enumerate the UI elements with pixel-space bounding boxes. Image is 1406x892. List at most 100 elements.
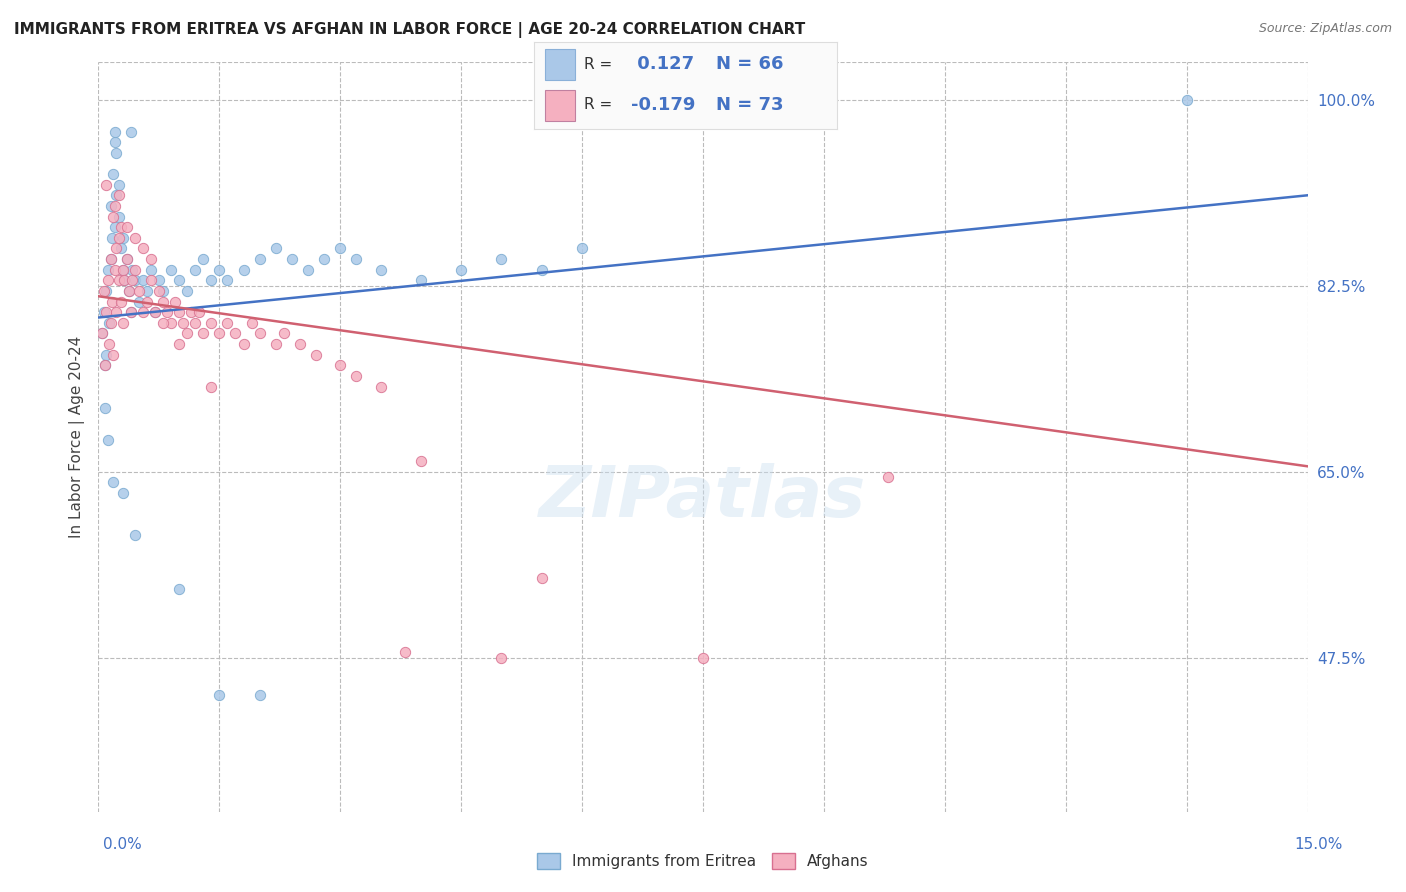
- Bar: [546, 90, 575, 120]
- Point: [118, 284, 141, 298]
- Point: [110, 242, 132, 256]
- Point: [105, 145, 128, 160]
- Point: [167, 582, 190, 596]
- Point: [124, 262, 146, 277]
- Point: [97, 262, 120, 277]
- Point: [152, 284, 174, 298]
- Point: [208, 326, 231, 341]
- Point: [232, 262, 254, 277]
- Point: [143, 305, 166, 319]
- Point: [120, 305, 142, 319]
- Point: [100, 252, 122, 266]
- Legend: Immigrants from Eritrea, Afghans: Immigrants from Eritrea, Afghans: [531, 847, 875, 875]
- Point: [105, 305, 128, 319]
- Point: [93, 305, 115, 319]
- Point: [176, 284, 198, 298]
- Point: [121, 262, 143, 277]
- Point: [96, 348, 118, 362]
- Point: [167, 305, 190, 319]
- Point: [160, 316, 183, 330]
- Point: [143, 305, 166, 319]
- Point: [167, 337, 190, 351]
- Point: [530, 571, 553, 585]
- Point: [91, 326, 114, 341]
- Point: [111, 231, 134, 245]
- Point: [97, 337, 120, 351]
- Point: [103, 262, 125, 277]
- Point: [152, 316, 174, 330]
- Point: [148, 284, 170, 298]
- Point: [100, 316, 122, 330]
- Point: [409, 273, 432, 287]
- Point: [103, 124, 125, 138]
- Point: [329, 359, 352, 373]
- Point: [107, 178, 129, 192]
- Point: [240, 316, 263, 330]
- Point: [120, 305, 142, 319]
- Point: [112, 273, 135, 287]
- Point: [100, 252, 122, 266]
- Point: [264, 337, 287, 351]
- Point: [115, 220, 138, 235]
- Point: [101, 167, 124, 181]
- Point: [110, 294, 132, 309]
- Text: -0.179: -0.179: [631, 95, 696, 114]
- Point: [249, 326, 271, 341]
- Point: [273, 326, 295, 341]
- Point: [94, 359, 117, 373]
- Point: [128, 294, 150, 309]
- Point: [111, 262, 134, 277]
- Point: [111, 262, 134, 277]
- Text: 0.0%: 0.0%: [103, 838, 142, 852]
- Point: [124, 528, 146, 542]
- Y-axis label: In Labor Force | Age 20-24: In Labor Force | Age 20-24: [69, 336, 84, 538]
- Point: [101, 475, 124, 490]
- Point: [184, 262, 207, 277]
- Point: [121, 273, 143, 287]
- Point: [111, 316, 134, 330]
- Point: [167, 273, 190, 287]
- Point: [132, 242, 155, 256]
- Point: [107, 188, 129, 202]
- Point: [124, 273, 146, 287]
- Point: [105, 188, 128, 202]
- Point: [224, 326, 246, 341]
- Point: [111, 486, 134, 500]
- Point: [139, 252, 162, 266]
- Point: [184, 316, 207, 330]
- Point: [110, 220, 132, 235]
- Point: [103, 135, 125, 149]
- Text: R =: R =: [583, 57, 613, 71]
- Point: [96, 178, 118, 192]
- Point: [305, 348, 328, 362]
- Point: [264, 242, 287, 256]
- Point: [100, 199, 122, 213]
- Point: [180, 305, 202, 319]
- Point: [156, 305, 179, 319]
- Point: [139, 262, 162, 277]
- Point: [96, 284, 118, 298]
- Point: [101, 348, 124, 362]
- Point: [120, 124, 142, 138]
- Point: [97, 273, 120, 287]
- Point: [249, 688, 271, 702]
- Text: Source: ZipAtlas.com: Source: ZipAtlas.com: [1258, 22, 1392, 36]
- Text: R =: R =: [583, 97, 613, 112]
- Point: [93, 284, 115, 298]
- Point: [152, 294, 174, 309]
- Point: [91, 326, 114, 341]
- Text: IMMIGRANTS FROM ERITREA VS AFGHAN IN LABOR FORCE | AGE 20-24 CORRELATION CHART: IMMIGRANTS FROM ERITREA VS AFGHAN IN LAB…: [14, 22, 806, 38]
- Point: [107, 231, 129, 245]
- Point: [208, 688, 231, 702]
- Point: [288, 337, 311, 351]
- Point: [200, 273, 222, 287]
- Point: [96, 305, 118, 319]
- Point: [193, 252, 215, 266]
- Point: [107, 273, 129, 287]
- Point: [314, 252, 336, 266]
- Point: [172, 316, 194, 330]
- Point: [571, 242, 593, 256]
- Point: [176, 326, 198, 341]
- Point: [281, 252, 304, 266]
- Text: 15.0%: 15.0%: [1295, 838, 1343, 852]
